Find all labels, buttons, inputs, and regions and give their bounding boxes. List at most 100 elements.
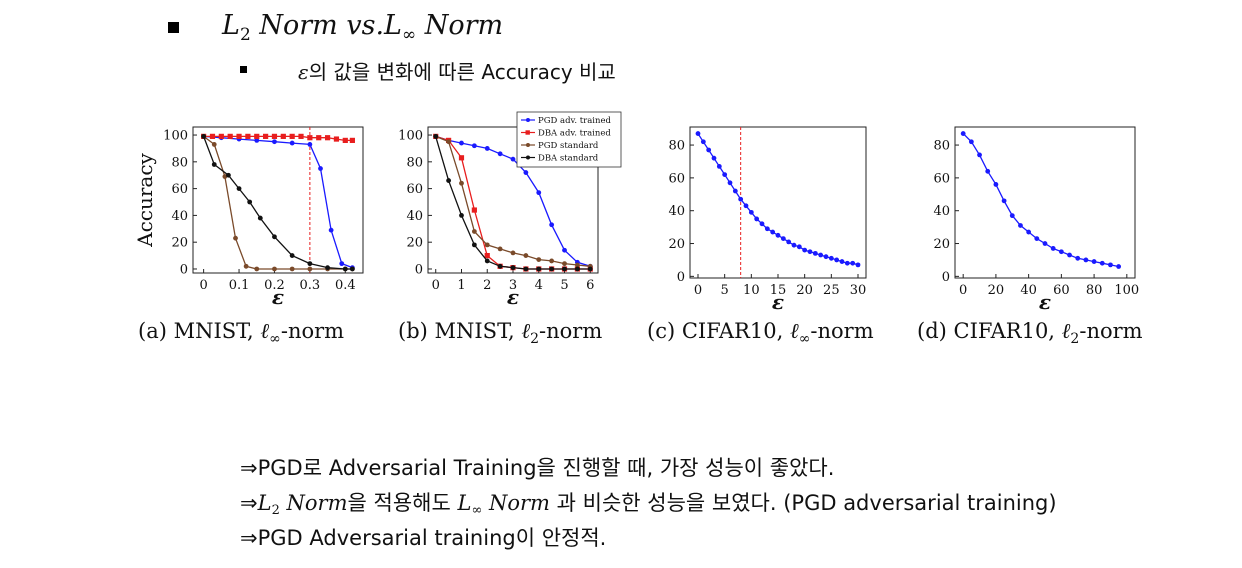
data-point	[318, 166, 323, 171]
data-point	[748, 209, 754, 215]
data-point	[549, 258, 555, 264]
caption-sub: ∞	[799, 331, 811, 347]
data-point	[960, 131, 966, 136]
data-point	[791, 242, 797, 248]
note-3-arrow: ⇒	[240, 526, 258, 550]
data-point	[471, 242, 477, 248]
data-point	[211, 142, 217, 147]
x-axis-label: ε	[272, 285, 284, 309]
data-point	[855, 262, 861, 268]
data-point	[342, 137, 348, 143]
data-point	[727, 180, 733, 186]
data-point	[523, 253, 529, 258]
y-tick-label: 40	[406, 209, 423, 224]
note-1-arrow: ⇒	[240, 456, 258, 480]
legend-label: PGD adv. trained	[538, 116, 612, 126]
y-tick-label: 100	[398, 129, 423, 144]
data-point	[325, 265, 330, 271]
data-point	[968, 139, 974, 145]
slide-title: L2 Norm vs.L∞ Norm	[222, 10, 503, 45]
x-tick-label: 100	[1114, 283, 1139, 298]
data-point	[977, 152, 982, 158]
data-point	[764, 226, 770, 232]
data-point	[254, 266, 260, 272]
data-point	[1067, 252, 1072, 258]
data-point	[574, 262, 580, 268]
series-line	[202, 136, 353, 270]
series-pgd-standard	[201, 133, 355, 272]
note-1-text: PGD로 Adversarial Training을 진행할 때, 가장 성능이…	[257, 456, 835, 480]
data-point	[780, 236, 786, 242]
data-point	[1042, 241, 1048, 246]
data-point	[985, 168, 991, 174]
caption-sub: ∞	[269, 331, 281, 347]
caption-suffix: -norm	[539, 319, 602, 343]
data-point	[1091, 259, 1097, 264]
x-tick-label: 3	[509, 278, 517, 293]
note-2-end: 과 비슷한 성능을 보였다. (PGD adversarial training…	[556, 491, 1057, 515]
data-point	[807, 249, 813, 255]
data-point	[536, 266, 542, 272]
x-tick-label: 20	[796, 283, 813, 298]
note-3-text: PGD Adversarial training이 안정적.	[257, 526, 607, 550]
data-point	[201, 133, 207, 139]
y-tick-label: 20	[668, 237, 685, 252]
series-pgd-adv-trained	[201, 133, 355, 271]
note-2-linf-sub: ∞	[471, 503, 483, 518]
data-point	[828, 255, 834, 261]
chart-caption: (c) CIFAR10, ℓ∞-norm	[647, 319, 874, 347]
data-point	[233, 235, 238, 241]
data-point	[796, 244, 802, 250]
caption-norm: ℓ	[260, 319, 269, 343]
chart-4: 0 20 40 60 80 0 20 40 60 80 100 ε (d) CIFAR10, ℓ2-no…	[917, 126, 1143, 347]
caption-suffix: -norm	[810, 319, 873, 343]
data-point	[271, 133, 278, 139]
axes-frame	[954, 126, 1136, 279]
x-tick-label: 25	[823, 283, 840, 298]
caption-norm: ℓ	[521, 319, 530, 343]
series-line	[203, 135, 353, 269]
data-point	[536, 257, 542, 263]
data-point	[263, 133, 269, 139]
legend-swatch-marker	[526, 118, 530, 122]
y-tick-label: 40	[668, 204, 685, 219]
y-tick-label: 60	[171, 182, 188, 197]
series-dba-standard	[433, 133, 593, 272]
data-point	[823, 254, 829, 260]
data-point	[523, 170, 529, 175]
series-pgd-adv-trained	[695, 131, 861, 268]
note-2-arrow: ⇒	[240, 491, 258, 515]
data-point	[433, 133, 439, 139]
data-point	[254, 137, 260, 143]
data-point	[562, 266, 567, 272]
data-point	[236, 186, 242, 192]
series-dba-standard	[201, 133, 355, 272]
data-point	[272, 139, 277, 145]
data-point	[510, 250, 516, 256]
x-tick-label: 0	[199, 278, 207, 293]
note-2-norm: Norm	[286, 491, 348, 515]
caption-norm: ℓ	[1062, 319, 1071, 343]
data-point	[844, 260, 850, 266]
data-point	[342, 266, 348, 272]
data-point	[307, 135, 313, 141]
data-point	[1034, 236, 1040, 242]
data-point	[459, 140, 464, 146]
x-tick-label: 15	[770, 283, 787, 298]
data-point	[711, 155, 717, 161]
caption-prefix: (d) CIFAR10,	[917, 319, 1062, 343]
data-point	[1108, 262, 1113, 268]
y-tick-label: 20	[171, 236, 188, 251]
caption-prefix: (a) MNIST,	[138, 319, 260, 343]
data-point	[818, 252, 824, 258]
caption-suffix: -norm	[1079, 319, 1142, 343]
data-point	[245, 133, 251, 139]
data-point	[1018, 223, 1023, 228]
chart-caption: (a) MNIST, ℓ∞-norm	[138, 319, 344, 347]
note-2-norm2: Norm	[488, 491, 550, 515]
y-tick-label: 40	[171, 209, 188, 224]
y-tick-label: 60	[668, 171, 685, 186]
chart-1: 0 20 40 60 80 100 0 0.1 0.2 0.3 0.4 ε Accuracy (a) MN…	[133, 126, 364, 347]
data-point	[209, 133, 216, 139]
